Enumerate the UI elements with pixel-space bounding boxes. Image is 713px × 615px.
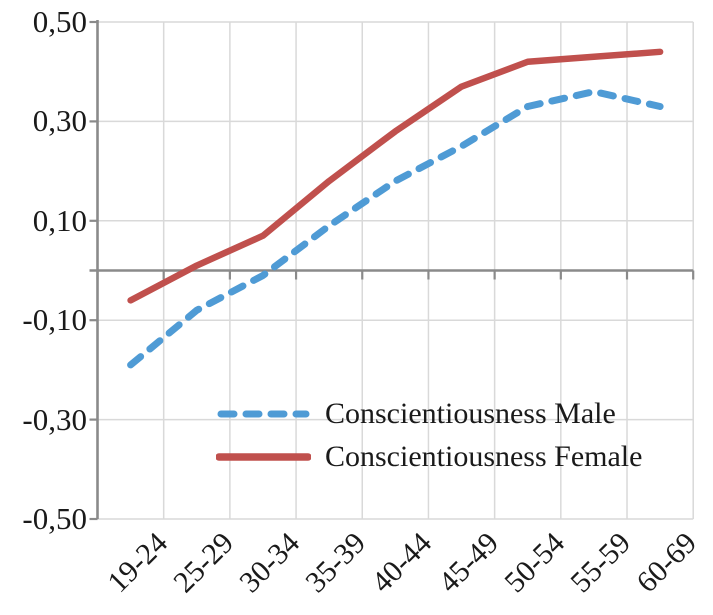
y-tick-label: 0,30 [32, 103, 87, 139]
legend-item-male: Conscientiousness Male [216, 392, 642, 435]
y-tick-label: -0,10 [22, 302, 87, 338]
y-tick-label: -0,30 [22, 401, 87, 437]
series-line-male [127, 88, 664, 369]
y-tick-label: 0,10 [32, 202, 87, 238]
series-line-female [127, 48, 664, 304]
male-dashed-line-sample [217, 410, 310, 417]
legend-label-male: Conscientiousness Male [325, 396, 616, 430]
y-tick-label: 0,50 [32, 4, 87, 39]
female-solid-line-sample [216, 452, 311, 461]
legend-item-female: Conscientiousness Female [216, 435, 642, 478]
chart-legend: Conscientiousness Male Conscientiousness… [216, 392, 642, 478]
y-tick-label: -0,50 [22, 501, 87, 536]
legend-label-female: Conscientiousness Female [325, 439, 643, 473]
